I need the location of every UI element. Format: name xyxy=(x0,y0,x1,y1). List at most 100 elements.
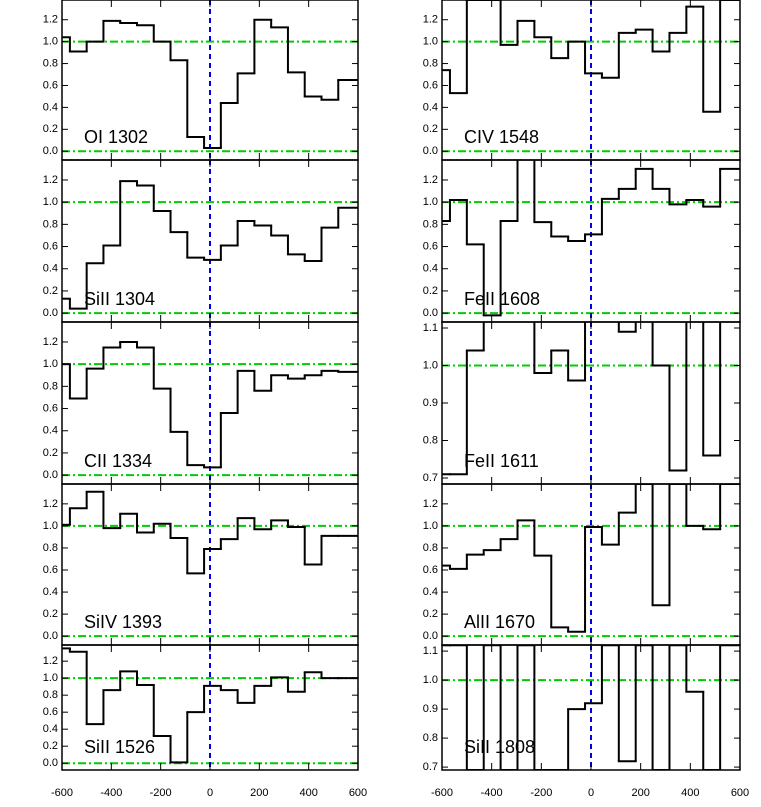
panel xyxy=(62,160,358,322)
x-tick-label: 400 xyxy=(299,787,317,799)
y-tick-label: 0.0 xyxy=(43,145,58,157)
y-tick-label: 0.4 xyxy=(43,586,58,598)
y-tick-label: 0.8 xyxy=(43,542,58,554)
y-tick-label: 0.8 xyxy=(423,57,438,69)
x-tick-label: -200 xyxy=(150,787,172,799)
x-tick-label: 200 xyxy=(631,787,649,799)
y-tick-label: 0.8 xyxy=(423,732,438,744)
panel xyxy=(62,484,358,645)
y-tick-label: 0.4 xyxy=(423,101,438,113)
panel xyxy=(442,322,740,484)
panel xyxy=(442,484,740,645)
y-tick-label: 0.6 xyxy=(43,706,58,718)
y-tick-label: 0.0 xyxy=(43,630,58,642)
y-tick-label: 1.1 xyxy=(423,645,438,657)
y-tick-label: 0.8 xyxy=(423,218,438,230)
y-tick-label: 0.6 xyxy=(43,402,58,414)
y-tick-label: 0.4 xyxy=(43,101,58,113)
y-tick-label: 0.2 xyxy=(43,285,58,297)
y-tick-label: 1.2 xyxy=(423,14,438,26)
y-tick-label: 1.0 xyxy=(423,520,438,532)
panel-label: CII 1334 xyxy=(84,451,152,471)
y-tick-label: 0.6 xyxy=(423,79,438,91)
y-tick-label: 0.2 xyxy=(423,123,438,135)
y-tick-label: 0.4 xyxy=(43,425,58,437)
y-tick-label: 0.9 xyxy=(423,703,438,715)
y-tick-label: 1.2 xyxy=(43,336,58,348)
y-tick-label: 1.0 xyxy=(43,672,58,684)
panel-label: CIV 1548 xyxy=(464,127,539,147)
panel xyxy=(62,322,358,484)
y-tick-label: 1.0 xyxy=(43,520,58,532)
x-tick-label: -400 xyxy=(481,787,503,799)
y-tick-label: 0.2 xyxy=(423,285,438,297)
y-tick-label: 1.0 xyxy=(43,196,58,208)
panel xyxy=(442,0,740,160)
y-tick-label: 0.0 xyxy=(423,630,438,642)
y-tick-label: 0.4 xyxy=(423,586,438,598)
y-tick-label: 0.7 xyxy=(423,761,438,773)
y-tick-label: 0.2 xyxy=(423,608,438,620)
x-tick-label: -600 xyxy=(431,787,453,799)
y-tick-label: 0.0 xyxy=(423,307,438,319)
panel xyxy=(442,160,740,322)
y-tick-label: 0.6 xyxy=(423,240,438,252)
y-tick-label: 0.2 xyxy=(43,123,58,135)
y-tick-label: 0.6 xyxy=(43,564,58,576)
panel-label: SiIV 1393 xyxy=(84,612,162,632)
panel-label: FeII 1611 xyxy=(464,451,539,471)
panel-label: OI 1302 xyxy=(84,127,148,147)
y-tick-label: 0.0 xyxy=(43,307,58,319)
y-tick-label: 1.2 xyxy=(43,174,58,186)
y-tick-label: 0.2 xyxy=(43,608,58,620)
y-tick-label: 0.0 xyxy=(43,469,58,481)
y-tick-label: 1.0 xyxy=(423,674,438,686)
y-tick-label: 1.2 xyxy=(43,498,58,510)
y-tick-label: 1.2 xyxy=(423,174,438,186)
y-tick-label: 1.1 xyxy=(423,322,438,334)
y-tick-label: 1.0 xyxy=(423,36,438,48)
y-tick-label: 0.8 xyxy=(43,218,58,230)
y-tick-label: 0.4 xyxy=(43,723,58,735)
panel-label: SiII 1526 xyxy=(84,737,155,757)
panel-label: FeII 1608 xyxy=(464,289,540,309)
y-tick-label: 1.2 xyxy=(43,655,58,667)
y-tick-label: 0.0 xyxy=(423,145,438,157)
y-tick-label: 0.2 xyxy=(43,447,58,459)
panel-label: AlII 1670 xyxy=(464,612,535,632)
x-tick-label: -200 xyxy=(530,787,552,799)
y-tick-label: 0.8 xyxy=(43,689,58,701)
y-tick-label: 0.8 xyxy=(423,542,438,554)
x-tick-label: 600 xyxy=(349,787,367,799)
y-tick-label: 0.4 xyxy=(43,263,58,275)
x-tick-label: -400 xyxy=(100,787,122,799)
panel-label: SiII 1304 xyxy=(84,289,155,309)
y-tick-label: 1.0 xyxy=(43,358,58,370)
y-tick-label: 0.8 xyxy=(423,434,438,446)
x-tick-label: 200 xyxy=(250,787,268,799)
y-tick-label: 1.2 xyxy=(423,498,438,510)
x-tick-label: 0 xyxy=(207,787,213,799)
x-tick-label: -600 xyxy=(51,787,73,799)
panel xyxy=(62,645,358,770)
y-tick-label: 0.6 xyxy=(43,240,58,252)
y-tick-label: 0.8 xyxy=(43,57,58,69)
y-tick-label: 0.0 xyxy=(43,757,58,769)
y-tick-label: 0.7 xyxy=(423,472,438,484)
y-tick-label: 1.0 xyxy=(43,36,58,48)
panel-label: SiII 1808 xyxy=(464,737,535,757)
y-tick-label: 1.2 xyxy=(43,14,58,26)
x-tick-label: 400 xyxy=(681,787,699,799)
y-tick-label: 1.0 xyxy=(423,359,438,371)
x-tick-label: 0 xyxy=(588,787,594,799)
y-tick-label: 0.9 xyxy=(423,397,438,409)
y-tick-label: 0.4 xyxy=(423,263,438,275)
y-tick-label: 0.8 xyxy=(43,380,58,392)
y-tick-label: 0.2 xyxy=(43,740,58,752)
y-tick-label: 0.6 xyxy=(43,79,58,91)
y-tick-label: 1.0 xyxy=(423,196,438,208)
y-tick-label: 0.6 xyxy=(423,564,438,576)
x-tick-label: 600 xyxy=(731,787,749,799)
panel xyxy=(62,0,358,160)
